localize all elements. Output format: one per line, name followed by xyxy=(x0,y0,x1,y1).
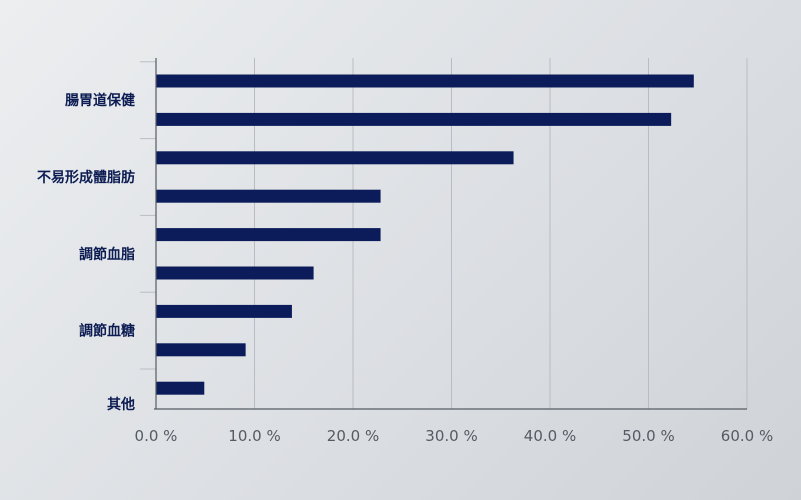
category-label: 腸胃道保健 xyxy=(65,92,135,109)
category-label: 不易形成體脂肪 xyxy=(37,169,135,186)
x-tick-label: 50.0 % xyxy=(622,427,674,445)
x-tick-label: 20.0 % xyxy=(327,427,379,445)
x-tick-label: 40.0 % xyxy=(524,427,576,445)
category-label: 調節血脂 xyxy=(79,246,135,263)
category-label: 調節血糖 xyxy=(79,323,135,340)
bar xyxy=(156,343,246,357)
bar xyxy=(156,228,381,242)
x-tick-label: 10.0 % xyxy=(228,427,280,445)
bar xyxy=(156,74,694,88)
bar xyxy=(156,151,514,165)
bars xyxy=(156,74,694,395)
bar xyxy=(156,112,672,126)
category-label: 其他 xyxy=(107,396,135,413)
x-tick-label: 0.0 % xyxy=(135,427,178,445)
bar xyxy=(156,381,205,395)
axes xyxy=(140,58,747,410)
bar xyxy=(156,304,292,318)
x-tick-label: 60.0 % xyxy=(721,427,773,445)
x-tick-label: 30.0 % xyxy=(425,427,477,445)
bar xyxy=(156,266,314,280)
bar xyxy=(156,189,381,203)
tick-labels: 0.0 % 10.0 % 20.0 % 30.0 % 40.0 % 50.0 % 60.0 … xyxy=(135,427,774,445)
